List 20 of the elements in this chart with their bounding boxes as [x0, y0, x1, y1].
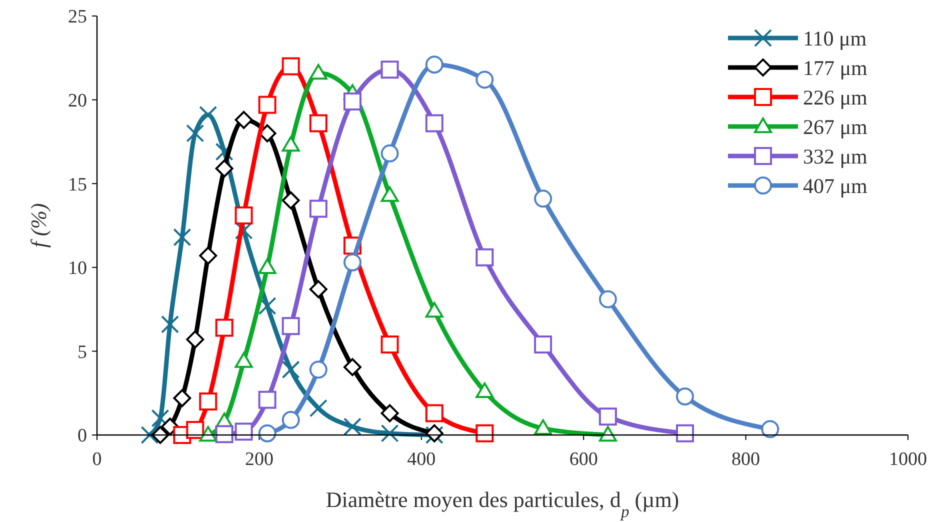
legend-label: 226 μm: [803, 85, 868, 110]
x-tick-label: 400: [407, 449, 436, 470]
legend-label: 110 μm: [803, 26, 867, 50]
legend-label: 332 μm: [803, 144, 868, 168]
x-tick-label: 1000: [889, 449, 927, 470]
y-tick-label: 15: [68, 174, 87, 196]
y-axis-title: f (%): [26, 203, 51, 248]
x-tick-label: 800: [732, 449, 760, 470]
x-tick-label: 0: [92, 449, 102, 470]
y-tick-label: 10: [68, 258, 87, 280]
y-tick-label: 5: [78, 342, 87, 363]
legend-label: 177 μm: [803, 56, 868, 80]
y-tick-label: 0: [78, 426, 87, 447]
y-tick-label: 20: [68, 90, 87, 112]
y-tick-label: 25: [68, 6, 87, 28]
x-tick-label: 200: [244, 449, 274, 470]
legend-label: 267 μm: [803, 114, 868, 139]
legend-label: 407 μm: [803, 174, 868, 198]
x-axis-title: Diamètre moyen des particules, d$_{p}$ (µm): [326, 487, 680, 520]
x-tick-label: 600: [569, 449, 598, 470]
